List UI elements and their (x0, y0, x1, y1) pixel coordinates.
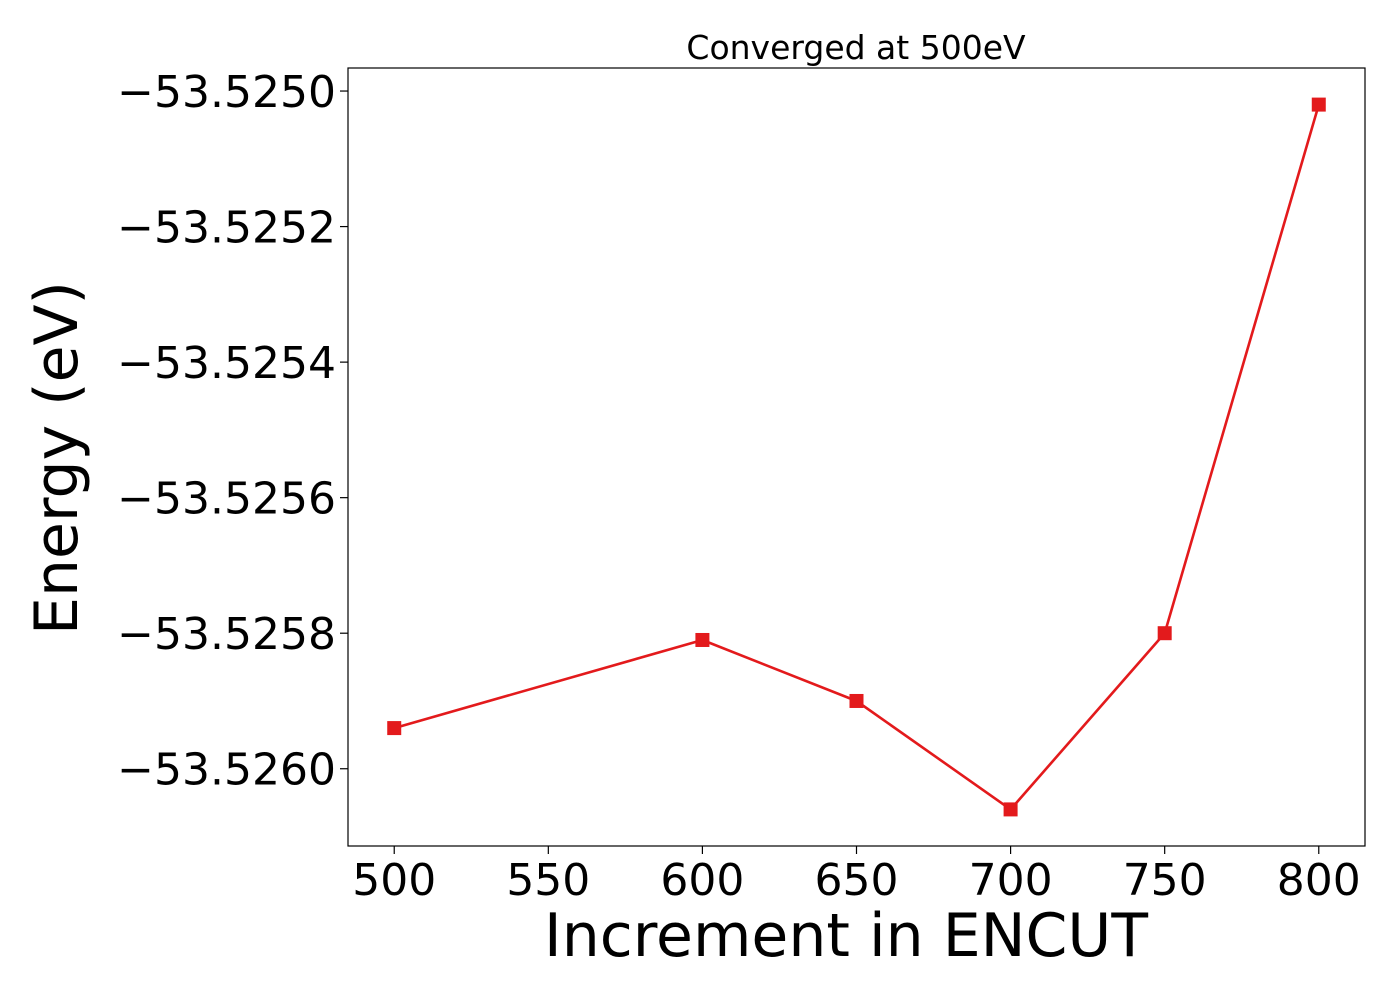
data-point (695, 632, 710, 647)
data-point (1003, 802, 1018, 817)
data-point (387, 721, 402, 736)
y-tick-label: −53.5256 (117, 474, 336, 525)
y-tick-label: −53.5252 (117, 203, 336, 254)
y-tick-label: −53.5258 (117, 609, 336, 660)
data-point (1311, 97, 1326, 112)
y-tick-label: −53.5254 (117, 338, 336, 389)
x-tick-label: 800 (1277, 855, 1361, 906)
plot-frame (347, 67, 1366, 847)
x-tick-label: 700 (969, 855, 1053, 906)
series-layer (387, 97, 1326, 817)
x-tick-label: 550 (506, 855, 590, 906)
x-tick-label: 650 (815, 855, 899, 906)
y-axis-ticks: −53.5250 −53.5252 −53.5254 −53.5256 −53.5258… (117, 67, 348, 796)
chart-title: Converged at 500eV (686, 28, 1026, 67)
y-tick-label: −53.5250 (117, 67, 336, 118)
x-tick-label: 600 (660, 855, 744, 906)
x-axis-ticks: 500 550 600 650 700 750 800 (352, 846, 1361, 906)
x-tick-label: 500 (352, 855, 436, 906)
plot-area: 500 550 600 650 700 750 800 −53.5250−53.5252−5… (117, 67, 1366, 906)
data-point (1157, 626, 1172, 641)
data-point (849, 693, 864, 708)
y-tick-label: −53.5260 (117, 745, 336, 796)
y-axis-label: Energy (eV) (22, 281, 92, 635)
x-axis-label: Increment in ENCUT (544, 901, 1148, 971)
x-tick-label: 750 (1123, 855, 1207, 906)
series-line (393, 104, 1321, 811)
